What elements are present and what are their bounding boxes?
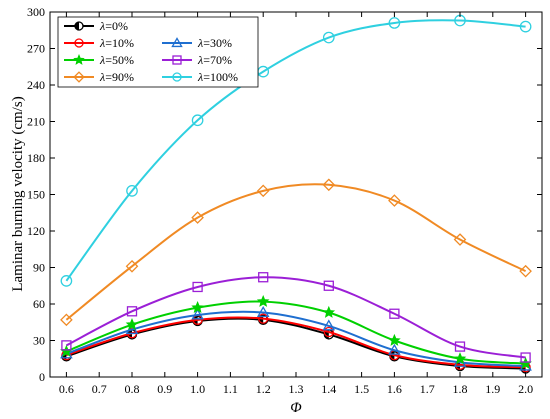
data-point: [60, 275, 73, 287]
data-point: [258, 313, 269, 324]
data-point: [519, 264, 532, 278]
legend-item: λ=0%: [64, 19, 128, 33]
data-point: [191, 114, 204, 127]
data-point: [520, 352, 531, 363]
y-tick-label: 270: [27, 42, 45, 56]
legend-label: λ=30%: [197, 36, 232, 50]
data-point: [191, 308, 204, 320]
series-line: [65, 276, 526, 359]
data-point: [256, 294, 270, 307]
data-point: [389, 308, 400, 319]
legend-item: λ=50%: [64, 53, 134, 67]
y-tick-label: 300: [27, 5, 45, 19]
axes-layer: 0.6 0.7 0.8 0.9 1.0 1.1 1.2 1.3 1.4 1.5 1.6 1.7 1.8 1…: [27, 5, 542, 396]
y-tick-label: 60: [33, 297, 45, 311]
legend-item: λ=30%: [162, 36, 232, 50]
data-point: [454, 341, 466, 352]
data-point: [73, 71, 85, 83]
data-point: [191, 211, 204, 224]
data-point: [74, 38, 84, 48]
x-tick-label: 1.1: [223, 382, 238, 396]
data-point: [172, 55, 182, 65]
data-point: [322, 31, 335, 44]
data-point: [256, 184, 270, 198]
y-tick-label: 240: [27, 78, 45, 92]
x-tick-label: 0.6: [59, 382, 74, 396]
data-point: [322, 178, 336, 192]
x-tick-label: 1.7: [420, 382, 435, 396]
data-point: [171, 37, 183, 48]
legend-item: λ=70%: [162, 53, 232, 67]
data-point: [388, 333, 401, 346]
x-tick-label: 0.7: [92, 382, 107, 396]
legend-label: λ=50%: [99, 53, 134, 67]
x-tick-label: 1.8: [453, 382, 468, 396]
series-layer: [60, 14, 532, 374]
x-tick-label: 0.8: [125, 382, 140, 396]
y-axis-title: Laminar burning velocity (cm/s): [10, 96, 26, 291]
y-tick-label: 30: [33, 334, 45, 348]
data-point: [256, 306, 270, 318]
y-tick-label: 0: [39, 370, 45, 384]
y-tick-label: 180: [27, 151, 45, 165]
data-point: [60, 313, 73, 327]
y-tick-label: 90: [33, 261, 45, 275]
legend-item: λ=10%: [64, 36, 134, 50]
y-tick-label: 210: [27, 115, 45, 129]
x-tick-label: 1.0: [190, 382, 205, 396]
data-point: [323, 280, 334, 291]
series-6: [60, 14, 532, 287]
legend-label: λ=90%: [99, 70, 134, 84]
x-tick-label: 0.9: [157, 382, 172, 396]
data-point: [322, 305, 336, 318]
data-point: [519, 20, 532, 33]
data-point: [74, 21, 84, 31]
data-point: [192, 281, 203, 293]
y-tick-label: 150: [27, 188, 45, 202]
legend-label: λ=100%: [197, 70, 238, 84]
x-tick-label: 1.4: [321, 382, 336, 396]
legend-item: λ=100%: [162, 70, 238, 84]
data-point: [388, 194, 401, 207]
data-point: [172, 72, 182, 82]
series-4: [61, 272, 531, 363]
legend: λ=0% λ=10% λ=30% λ=50% λ=70% λ=90% λ=100%: [57, 16, 259, 88]
data-point: [191, 301, 204, 314]
data-point: [125, 318, 139, 331]
x-tick-label: 1.9: [485, 382, 500, 396]
plot-frame: [49, 11, 543, 378]
data-point: [258, 272, 269, 283]
x-tick-label: 1.2: [256, 382, 271, 396]
legend-label: λ=10%: [99, 36, 134, 50]
series-5: [60, 178, 532, 327]
legend-item: λ=90%: [64, 70, 134, 84]
series-line: [66, 310, 526, 368]
legend-label: λ=70%: [197, 53, 232, 67]
data-point: [322, 319, 336, 331]
series-line: [65, 19, 526, 282]
legend-box: [57, 16, 259, 88]
data-point: [453, 233, 467, 246]
data-point: [126, 185, 138, 197]
x-axis-title: Φ: [290, 400, 302, 416]
data-point: [125, 259, 139, 273]
data-point: [126, 306, 138, 317]
x-tick-label: 1.5: [354, 382, 369, 396]
x-tick-label: 1.3: [289, 382, 304, 396]
data-point: [388, 17, 401, 29]
series-line: [65, 183, 527, 321]
x-tick-label: 2.0: [518, 382, 533, 396]
series-3: [60, 294, 532, 369]
data-point: [61, 340, 72, 351]
series-line: [66, 316, 526, 369]
data-point: [453, 352, 467, 365]
series-line: [66, 317, 526, 370]
y-tick-label: 120: [27, 224, 45, 238]
data-point: [73, 54, 85, 65]
legend-label: λ=0%: [99, 19, 128, 33]
data-point: [323, 326, 334, 338]
data-point: [388, 343, 401, 355]
x-tick-label: 1.6: [387, 382, 402, 396]
